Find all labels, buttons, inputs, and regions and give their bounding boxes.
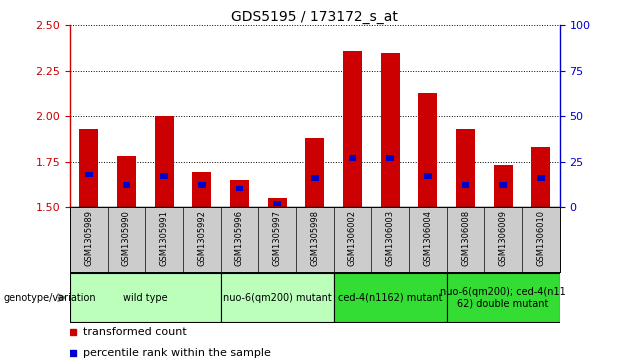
Bar xyxy=(230,180,249,207)
Text: GSM1306008: GSM1306008 xyxy=(461,210,470,266)
Bar xyxy=(221,273,334,322)
Bar xyxy=(381,53,399,207)
Bar xyxy=(343,51,362,207)
Bar xyxy=(456,129,475,207)
Text: nuo-6(qm200) mutant: nuo-6(qm200) mutant xyxy=(223,293,331,303)
Bar xyxy=(305,138,324,207)
Bar xyxy=(499,182,507,188)
Bar xyxy=(311,175,319,180)
Bar xyxy=(537,175,544,180)
Text: wild type: wild type xyxy=(123,293,168,303)
Text: genotype/variation: genotype/variation xyxy=(3,293,96,303)
Bar xyxy=(236,186,243,191)
Bar xyxy=(334,273,446,322)
Bar xyxy=(85,171,93,177)
Text: GSM1305989: GSM1305989 xyxy=(85,210,93,266)
Text: GSM1305991: GSM1305991 xyxy=(160,210,169,266)
Text: GSM1305998: GSM1305998 xyxy=(310,210,319,266)
Bar xyxy=(123,182,130,188)
Title: GDS5195 / 173172_s_at: GDS5195 / 173172_s_at xyxy=(232,11,398,24)
Bar xyxy=(117,156,136,207)
Text: nuo-6(qm200); ced-4(n11
62) double mutant: nuo-6(qm200); ced-4(n11 62) double mutan… xyxy=(440,287,566,309)
Text: GSM1306003: GSM1306003 xyxy=(385,210,395,266)
Bar xyxy=(192,172,211,207)
Bar xyxy=(80,129,98,207)
Bar xyxy=(268,198,287,207)
Bar xyxy=(198,182,205,188)
Bar xyxy=(424,173,432,179)
Bar xyxy=(273,200,281,206)
Text: GSM1305996: GSM1305996 xyxy=(235,210,244,266)
Text: GSM1306010: GSM1306010 xyxy=(536,210,545,266)
Bar xyxy=(349,155,356,160)
Text: GSM1306002: GSM1306002 xyxy=(348,210,357,266)
Bar xyxy=(462,182,469,188)
Text: ced-4(n1162) mutant: ced-4(n1162) mutant xyxy=(338,293,443,303)
Bar xyxy=(494,165,513,207)
Text: GSM1306004: GSM1306004 xyxy=(424,210,432,266)
Bar xyxy=(387,155,394,160)
Text: GSM1305992: GSM1305992 xyxy=(197,210,206,266)
Text: percentile rank within the sample: percentile rank within the sample xyxy=(83,348,270,358)
Bar xyxy=(70,273,221,322)
Bar xyxy=(155,116,174,207)
Bar xyxy=(160,173,168,179)
Text: GSM1306009: GSM1306009 xyxy=(499,210,508,266)
Text: GSM1305997: GSM1305997 xyxy=(273,210,282,266)
Bar xyxy=(446,273,560,322)
Bar xyxy=(532,147,550,207)
Bar xyxy=(418,93,438,207)
Text: GSM1305990: GSM1305990 xyxy=(122,210,131,266)
Text: transformed count: transformed count xyxy=(83,327,186,337)
